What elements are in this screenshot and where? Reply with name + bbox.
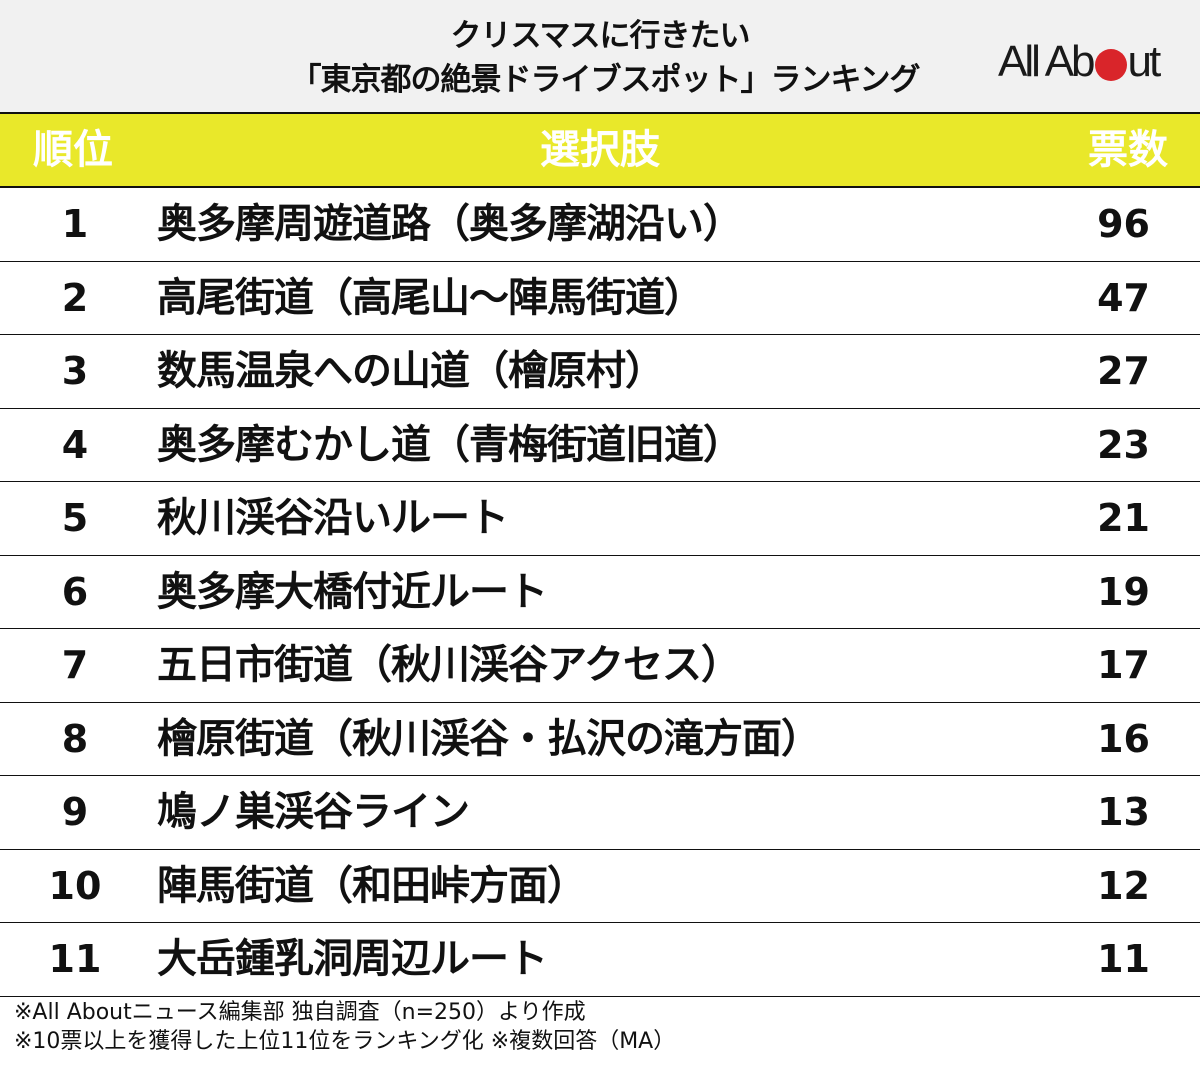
table-row: 11 大岳鍾乳洞周辺ルート 11 [0,923,1200,997]
choice-cell: 奥多摩大橋付近ルート [157,568,548,615]
logo-red-dot-icon [1094,49,1127,81]
votes-cell: 23 [1097,422,1150,467]
footnote-source: ※All Aboutニュース編集部 独自調査（n=250）より作成 [14,1000,586,1025]
rank-cell: 8 [61,716,89,761]
rank-cell: 2 [61,275,89,320]
votes-cell: 19 [1097,569,1150,614]
rank-cell: 1 [61,202,89,246]
choice-cell: 奥多摩むかし道（青梅街道旧道） [157,421,743,468]
rank-cell: 9 [61,790,89,834]
rank-cell: 4 [61,422,89,467]
choice-cell: 奥多摩周遊道路（奥多摩湖沿い） [157,201,743,247]
choice-cell: 数馬温泉への山道（檜原村） [157,348,665,394]
title-bar: クリスマスに行きたい 「東京都の絶景ドライブスポット」ランキング All Ab u… [0,0,1200,114]
votes-cell: 17 [1097,643,1150,687]
table-row: 2 高尾街道（高尾山～陣馬街道） 47 [0,262,1200,335]
rank-cell: 5 [61,496,89,540]
choice-cell: 秋川渓谷沿いルート [157,495,509,541]
choice-cell: 鳩ノ巣渓谷ライン [157,789,470,835]
votes-cell: 96 [1097,202,1150,246]
table-row: 5 秋川渓谷沿いルート 21 [0,482,1200,556]
footnotes: ※All Aboutニュース編集部 独自調査（n=250）より作成 ※10票以上… [14,998,675,1056]
logo-text-end: ut [1127,37,1162,86]
votes-cell: 47 [1097,275,1150,320]
ranking-table: 1 奥多摩周遊道路（奥多摩湖沿い） 96 2 高尾街道（高尾山～陣馬街道） 47… [0,188,1200,997]
table-row: 3 数馬温泉への山道（檜原村） 27 [0,335,1200,409]
choice-cell: 五日市街道（秋川渓谷アクセス） [157,642,741,688]
votes-cell: 27 [1097,349,1150,393]
page-title: クリスマスに行きたい 「東京都の絶景ドライブスポット」ランキング [0,14,1200,102]
table-row: 10 陣馬街道（和田峠方面） 12 [0,850,1200,923]
header-rank: 順位 [33,127,113,173]
choice-cell: 檜原街道（秋川渓谷・払沢の滝方面） [157,715,821,762]
table-row: 4 奥多摩むかし道（青梅街道旧道） 23 [0,409,1200,482]
table-header: 順位 選択肢 票数 [0,114,1200,188]
table-row: 8 檜原街道（秋川渓谷・払沢の滝方面） 16 [0,703,1200,776]
choice-cell: 陣馬街道（和田峠方面） [157,862,587,909]
choice-cell: 高尾街道（高尾山～陣馬街道） [157,274,704,321]
votes-cell: 11 [1097,937,1150,981]
rank-cell: 7 [61,643,89,687]
header-votes: 票数 [1088,127,1168,173]
logo-text-start: All Ab [998,37,1096,86]
table-row: 9 鳩ノ巣渓谷ライン 13 [0,776,1200,850]
table-row: 7 五日市街道（秋川渓谷アクセス） 17 [0,629,1200,703]
votes-cell: 21 [1097,496,1150,540]
rank-cell: 3 [61,349,89,393]
votes-cell: 13 [1097,790,1150,834]
footnote-method: ※10票以上を獲得した上位11位をランキング化 ※複数回答（MA） [14,1029,676,1054]
votes-cell: 12 [1097,863,1150,908]
votes-cell: 16 [1097,716,1150,761]
title-line-1: クリスマスに行きたい [450,18,750,54]
choice-cell: 大岳鍾乳洞周辺ルート [157,936,548,982]
title-line-2: 「東京都の絶景ドライブスポット」ランキング [290,62,920,98]
table-row: 6 奥多摩大橋付近ルート 19 [0,556,1200,629]
all-about-logo: All Ab ut [998,37,1162,86]
header-choice: 選択肢 [540,127,660,173]
rank-cell: 10 [48,863,102,908]
rank-cell: 6 [61,569,89,614]
rank-cell: 11 [48,937,102,981]
table-row: 1 奥多摩周遊道路（奥多摩湖沿い） 96 [0,188,1200,262]
